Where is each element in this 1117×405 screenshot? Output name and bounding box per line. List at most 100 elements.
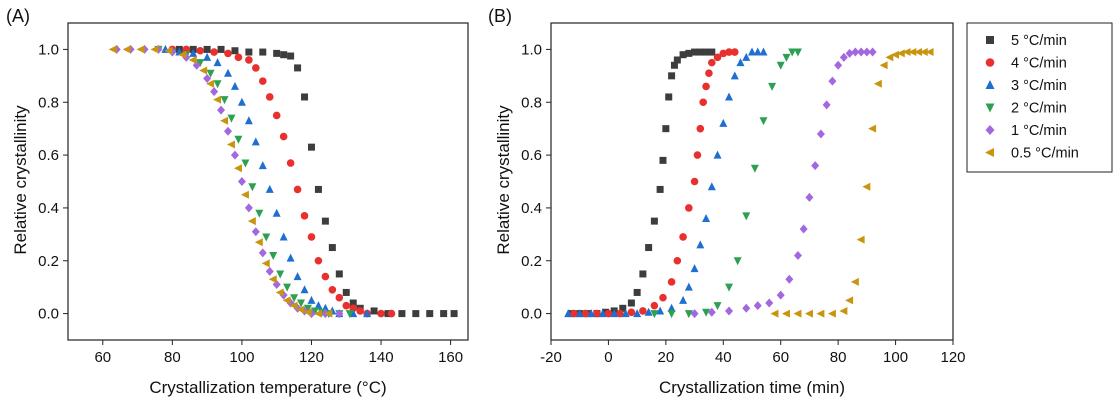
panel-a-series-4-c-min — [168, 45, 396, 318]
panel-b-point-1-c-min-11 — [811, 161, 820, 171]
panel-a-x-tick-label-3: 120 — [299, 349, 324, 366]
panel-a-point-4-c-min-6 — [245, 56, 253, 64]
panel-b-point-0-5-c-min-0 — [770, 309, 779, 318]
panel-b-point-4-c-min-16 — [699, 98, 707, 107]
panel-a-point-1-c-min-17 — [272, 280, 281, 290]
panel-a-point-5-c-min-9 — [287, 52, 295, 60]
panel-a-point-5-c-min-16 — [335, 270, 343, 278]
panel-a-point-1-c-min-14 — [251, 227, 260, 237]
panel-b-point-0-5-c-min-16 — [896, 49, 905, 58]
panel-a-y-axis-title: Relative crystallinity — [11, 105, 30, 255]
panel-a-point-0-5-c-min-1 — [122, 45, 131, 54]
panel-a-point-0-5-c-min-21 — [296, 305, 305, 314]
panel-a-point-5-c-min-20 — [370, 307, 378, 315]
panel-b-y-tick-label-2: 0.4 — [521, 200, 542, 217]
panel-b-point-0-5-c-min-2 — [793, 309, 802, 318]
panel-a-point-3-c-min-9 — [251, 137, 260, 146]
panel-b-point-0-5-c-min-21 — [925, 48, 934, 57]
panel-b-point-2-c-min-6 — [733, 257, 742, 266]
panel-a-point-1-c-min-7 — [203, 73, 212, 83]
panel-b-point-5-c-min-17 — [670, 61, 678, 69]
panel-b-point-5-c-min-15 — [665, 93, 673, 101]
panel-a-point-1-c-min-13 — [244, 203, 253, 213]
panel-b-y-tick-label-4: 0.8 — [521, 94, 542, 111]
panel-b-point-3-c-min-19 — [730, 71, 739, 80]
panel-b-data-points — [564, 47, 934, 319]
panel-b-point-3-c-min-11 — [684, 282, 693, 291]
panel-a-point-0-5-c-min-7 — [199, 66, 208, 75]
panel-a-point-0-5-c-min-0 — [108, 45, 117, 54]
panel-a-point-5-c-min-14 — [321, 217, 329, 225]
panel-b: (B) -20 0 20 40 60 80 100 120 0.0 0.2 0.4 0.6 0.8 1.… — [488, 6, 966, 397]
panel-b-point-1-c-min-19 — [857, 47, 866, 57]
panel-a-point-2-c-min-8 — [234, 135, 243, 144]
panel-b-x-ticks: -20 0 20 40 60 80 100 120 — [540, 340, 966, 366]
panel-b-point-4-c-min-4 — [616, 309, 624, 318]
panel-a-point-5-c-min-26 — [450, 310, 458, 318]
panel-a-point-2-c-min-17 — [297, 299, 306, 308]
panel-b-point-0-5-c-min-11 — [868, 124, 877, 133]
panel-b-point-1-c-min-13 — [822, 100, 831, 110]
panel-a-series-1-c-min — [112, 44, 344, 319]
panel-b-point-2-c-min-8 — [750, 164, 759, 173]
panel-a-point-5-c-min-15 — [328, 244, 336, 252]
panel-b-y-tick-label-3: 0.6 — [521, 147, 542, 164]
panel-a-point-0-5-c-min-2 — [136, 45, 145, 54]
panel-b-point-2-c-min-12 — [782, 53, 791, 62]
panel-b-point-3-c-min-16 — [713, 150, 722, 159]
panel-a-point-5-c-min-7 — [273, 49, 281, 57]
panel-a-y-tick-label-0: 0.0 — [38, 306, 59, 323]
panel-a-point-0-5-c-min-5 — [178, 50, 187, 59]
panel-b-point-2-c-min-14 — [793, 48, 802, 57]
panel-b-point-4-c-min-12 — [685, 204, 693, 212]
panel-b-y-ticks: 0.0 0.2 0.4 0.6 0.8 1.0 — [521, 41, 551, 323]
legend-label-0-5-c-min: 0.5 °C/min — [1011, 146, 1079, 162]
panel-b-point-4-c-min-17 — [702, 82, 710, 91]
panel-a-point-5-c-min-24 — [426, 310, 434, 318]
panel-a-point-3-c-min-16 — [300, 285, 309, 294]
panel-b-point-5-c-min-10 — [645, 244, 653, 252]
panel-b-point-1-c-min-1 — [707, 307, 716, 317]
panel-b-point-4-c-min-15 — [696, 124, 705, 133]
panel-a-point-4-c-min-5 — [234, 53, 243, 62]
panel-a-point-5-c-min-3 — [217, 45, 225, 53]
panel-b-series-4-c-min — [570, 48, 739, 318]
panel-b-point-4-c-min-20 — [713, 53, 722, 62]
panel-b-point-4-c-min-19 — [708, 58, 716, 67]
panel-b-point-5-c-min-6 — [619, 304, 627, 312]
panel-b-point-3-c-min-14 — [702, 213, 711, 222]
panel-b-point-5-c-min-18 — [673, 56, 681, 64]
panel-a-point-2-c-min-3 — [196, 59, 205, 68]
panel-b-point-4-c-min-10 — [673, 256, 682, 265]
panel-b-point-3-c-min-18 — [725, 92, 734, 101]
panel-b-point-3-c-min-2 — [587, 309, 596, 318]
panel-a-point-2-c-min-4 — [206, 69, 215, 78]
panel-a-point-0-5-c-min-18 — [275, 288, 284, 297]
panel-a-data-points — [108, 44, 458, 319]
panel-b-x-tick-label-0: -20 — [540, 349, 562, 366]
panel-a-point-2-c-min-15 — [283, 283, 292, 292]
panel-b-point-5-c-min-21 — [691, 48, 699, 56]
legend-items: 5 °C/min 4 °C/min 3 °C/min 2 °C/min 1 °C/min… — [985, 33, 1079, 162]
panel-b-point-3-c-min-17 — [719, 118, 728, 127]
panel-a-point-1-c-min-15 — [258, 248, 267, 258]
panel-b-point-2-c-min-9 — [759, 117, 768, 126]
panel-b-point-2-c-min-10 — [768, 82, 777, 91]
panel-a-point-3-c-min-5 — [224, 68, 232, 77]
panel-a-label: (A) — [6, 6, 30, 26]
panel-a-point-4-c-min-8 — [258, 77, 267, 85]
panel-b-point-0-5-c-min-3 — [804, 309, 813, 318]
panel-b-point-1-c-min-10 — [805, 192, 814, 202]
panel-b-point-3-c-min-15 — [707, 182, 716, 191]
panel-b-point-5-c-min-16 — [668, 72, 676, 80]
panel-a-point-0-5-c-min-24 — [324, 309, 333, 318]
panel-b-point-2-c-min-0 — [650, 310, 659, 319]
panel-b-point-4-c-min-13 — [690, 177, 699, 186]
panel-b-point-0-5-c-min-7 — [845, 296, 854, 305]
panel-a-point-3-c-min-12 — [272, 208, 281, 217]
panel-a-point-3-c-min-14 — [286, 253, 295, 262]
panel-a-plot-frame — [67, 22, 469, 341]
panel-b-point-1-c-min-9 — [799, 224, 808, 234]
panel-b-point-0-5-c-min-9 — [856, 235, 865, 244]
panel-a-point-5-c-min-2 — [203, 45, 211, 53]
